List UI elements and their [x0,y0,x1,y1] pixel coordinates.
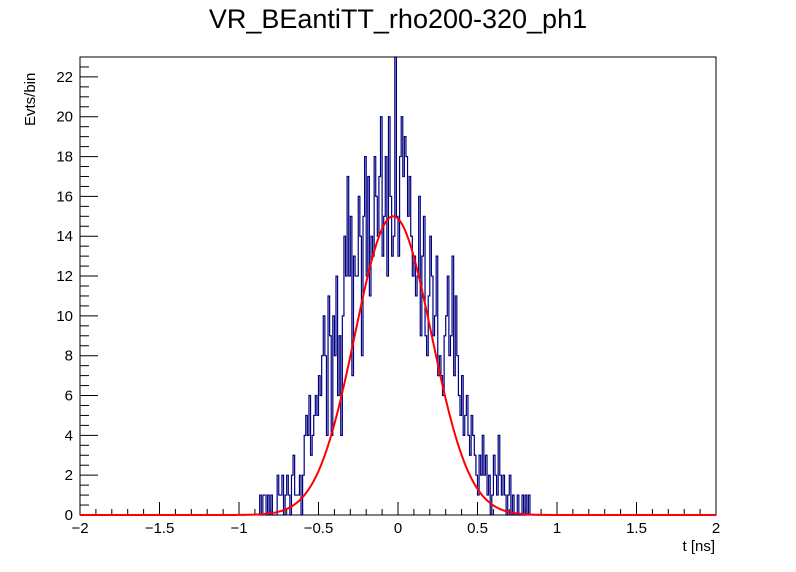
histogram-bin [384,216,386,515]
y-axis-label: Evts/bin [22,72,39,126]
x-tick-label: 1.5 [626,520,647,537]
x-axis-label: t [ns] [682,538,715,555]
y-tick-label: 20 [56,109,73,126]
y-tick-label: 6 [65,388,73,405]
x-tick-label: −2 [71,520,88,537]
histogram-bin [470,455,472,515]
histogram-bin [387,276,389,515]
histogram-bin [393,236,395,515]
histogram-bin [369,296,371,515]
y-tick-label: 22 [56,69,73,86]
histogram-bin [408,216,410,515]
histogram-bin [349,276,351,515]
histogram-series [258,56,575,516]
histogram-bin [415,296,417,515]
plot-frame-rect [79,56,717,516]
x-tick-label: −0.5 [304,520,334,537]
plot-frame [79,56,717,516]
x-tick-label: −1.5 [145,520,175,537]
histogram-bin [427,356,429,515]
y-tick-label: 16 [56,188,73,205]
histogram-bin [320,396,322,515]
histogram-bin [341,435,343,515]
histogram-bin [404,137,406,515]
histogram-outline [258,56,575,516]
histogram-bin [412,276,414,515]
histogram-bin [460,415,462,515]
histogram-bin [382,256,384,515]
histogram-bin [443,396,445,515]
histogram-bin [425,336,427,515]
y-tick-label: 4 [65,427,73,444]
histogram-bin [298,495,300,515]
histogram-bin [446,316,448,515]
histogram-bin [398,256,400,515]
histogram-bin [352,376,354,515]
histogram-bin [366,276,368,515]
y-tick-label: 2 [65,467,73,484]
x-tick-label: 2 [712,520,720,537]
y-tick-label: 18 [56,149,73,166]
histogram-bin [307,435,309,515]
histogram-bin [463,435,465,515]
histogram-bin [357,276,359,515]
x-tick-label: −1 [230,520,247,537]
histogram-bin [411,236,413,515]
histogram-bin [355,276,357,515]
histogram-bin [296,495,298,515]
histogram-bin [484,475,486,515]
gaussian-fit-curve [80,215,716,516]
y-tick-label: 10 [56,308,73,325]
y-tick-label: 12 [56,268,73,285]
histogram-bin [317,415,319,515]
histogram-bin [396,216,398,515]
histogram-bin [501,495,503,515]
histogram-bin [487,495,489,515]
histogram-bin [438,376,440,515]
histogram-bin [433,336,435,515]
histogram-bin [346,276,348,515]
y-tick-label: 14 [56,228,73,245]
histogram-bin [454,376,456,515]
histogram-bin [334,356,336,515]
histogram-bin [420,336,422,515]
histogram-bin [331,435,333,515]
axis-ticks [79,56,717,516]
y-tick-label: 0 [65,507,73,524]
x-tick-label: 0 [394,520,402,537]
histogram-bin [497,495,499,515]
histogram-bin [361,356,363,515]
histogram-bin [449,356,451,515]
histogram-bin [417,276,419,515]
y-tick-label: 8 [65,348,73,365]
histogram-bin [441,376,443,515]
x-tick-label: 1 [553,520,561,537]
fit-series [80,215,716,516]
x-tick-label: 0.5 [467,520,488,537]
histogram-bin [392,256,394,515]
chart-title: VR_BEantiTT_rho200-320_ph1 [208,4,588,34]
histogram-bin [377,236,379,515]
histogram-bin [373,256,375,515]
